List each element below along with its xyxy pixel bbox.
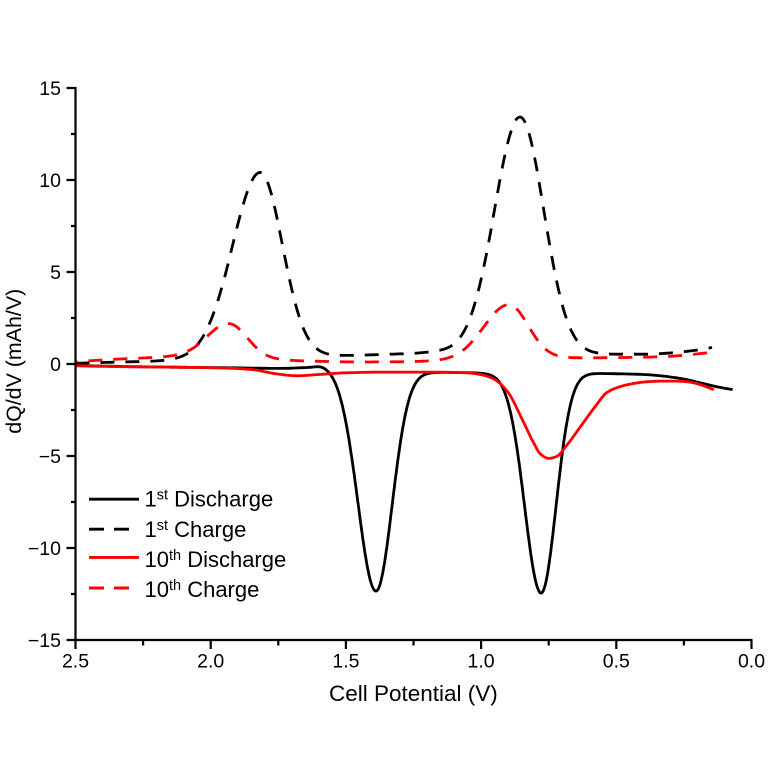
- svg-text:2.0: 2.0: [197, 651, 224, 673]
- svg-text:1st Charge: 1st Charge: [145, 517, 247, 542]
- svg-text:2.5: 2.5: [62, 651, 89, 673]
- svg-text:10th Discharge: 10th Discharge: [145, 547, 287, 572]
- svg-text:0: 0: [50, 354, 61, 376]
- svg-text:1.5: 1.5: [332, 651, 359, 673]
- svg-text:−15: −15: [28, 630, 61, 652]
- svg-text:−10: −10: [28, 538, 61, 560]
- svg-text:−5: −5: [39, 446, 61, 468]
- svg-text:10: 10: [39, 170, 61, 192]
- svg-text:Cell Potential (V): Cell Potential (V): [329, 681, 498, 706]
- svg-text:0.0: 0.0: [738, 651, 765, 673]
- svg-text:5: 5: [50, 262, 61, 284]
- svg-text:10th Charge: 10th Charge: [145, 577, 260, 602]
- svg-text:1.0: 1.0: [468, 651, 495, 673]
- svg-text:dQ/dV (mAh/V): dQ/dV (mAh/V): [2, 289, 26, 434]
- svg-text:15: 15: [39, 78, 61, 100]
- svg-text:0.5: 0.5: [603, 651, 630, 673]
